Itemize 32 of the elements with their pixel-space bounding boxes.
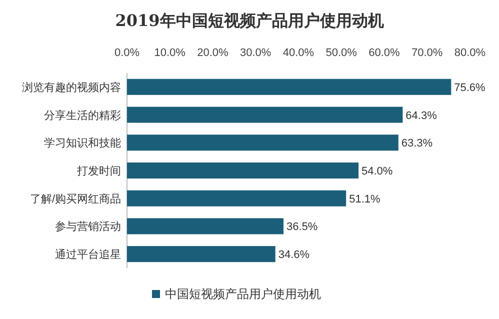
bar: [127, 246, 276, 262]
bar: [127, 218, 284, 234]
y-tick-label: 浏览有趣的视频内容: [22, 80, 121, 94]
x-tick-label: 20.0%: [197, 47, 229, 59]
bar: [127, 190, 346, 206]
x-tick-label: 30.0%: [240, 47, 272, 59]
x-tick-label: 80.0%: [454, 47, 486, 59]
data-label: 64.3%: [406, 110, 438, 122]
legend-label: 中国短视频产品用户使用动机: [165, 287, 321, 301]
x-tick-label: 0.0%: [114, 47, 140, 59]
y-tick-label: 分享生活的精彩: [44, 108, 121, 122]
y-tick-label: 学习知识和技能: [44, 136, 121, 150]
bar: [127, 134, 398, 151]
bar: [127, 78, 452, 95]
data-label: 75.6%: [454, 82, 486, 94]
y-tick-label: 了解/购买网红商品: [30, 192, 121, 206]
x-tick-label: 10.0%: [154, 47, 186, 59]
y-tick-label: 通过平台追星: [55, 248, 121, 262]
bar: [127, 106, 403, 123]
x-tick-label: 40.0%: [282, 47, 314, 59]
data-label: 36.5%: [286, 221, 318, 234]
chart-title: 2019年中国短视频产品用户使用动机: [115, 11, 384, 30]
y-tick-label: 参与营销活动: [55, 220, 121, 234]
x-tick-label: 50.0%: [326, 47, 358, 59]
data-label: 54.0%: [362, 166, 393, 178]
x-tick-label: 70.0%: [412, 47, 443, 59]
data-label: 34.6%: [278, 249, 310, 262]
x-tick-label: 60.0%: [368, 47, 400, 59]
bar: [127, 162, 359, 178]
y-tick-label: 打发时间: [76, 164, 121, 178]
data-label: 63.3%: [401, 138, 433, 150]
data-label: 51.1%: [349, 193, 380, 206]
